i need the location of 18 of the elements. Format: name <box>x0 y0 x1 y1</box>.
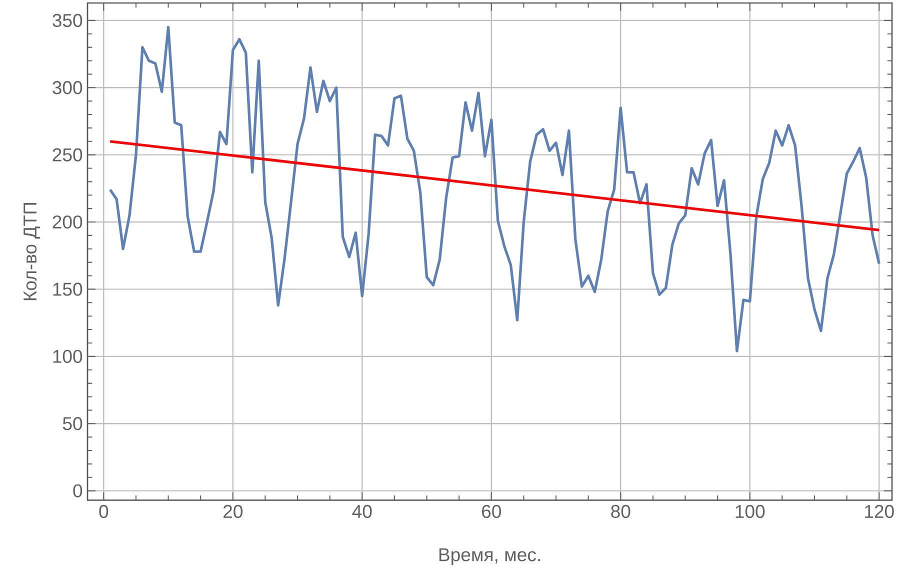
y-tick-label: 300 <box>52 81 82 94</box>
y-tick-label: 350 <box>52 14 82 28</box>
line-series <box>108 26 880 352</box>
x-tick-label: 120 <box>865 504 894 518</box>
x-tick-label: 60 <box>482 504 501 518</box>
y-axis-title: Кол-во ДТП <box>24 203 40 300</box>
y-tick-label: 50 <box>62 417 82 430</box>
x-tick-label: 40 <box>352 504 372 518</box>
x-axis-title: Время, мес. <box>439 548 540 566</box>
y-tick-label: 150 <box>53 282 82 296</box>
y-tick-label: 200 <box>52 216 82 229</box>
y-tick-label: 0 <box>73 484 82 498</box>
x-tick-label: 0 <box>99 504 108 518</box>
y-tick-label: 250 <box>52 148 82 162</box>
x-tick-label: 100 <box>736 504 765 518</box>
x-tick-label: 80 <box>611 504 630 518</box>
y-tick-label: 100 <box>53 350 82 364</box>
x-tick-label: 20 <box>224 504 243 518</box>
